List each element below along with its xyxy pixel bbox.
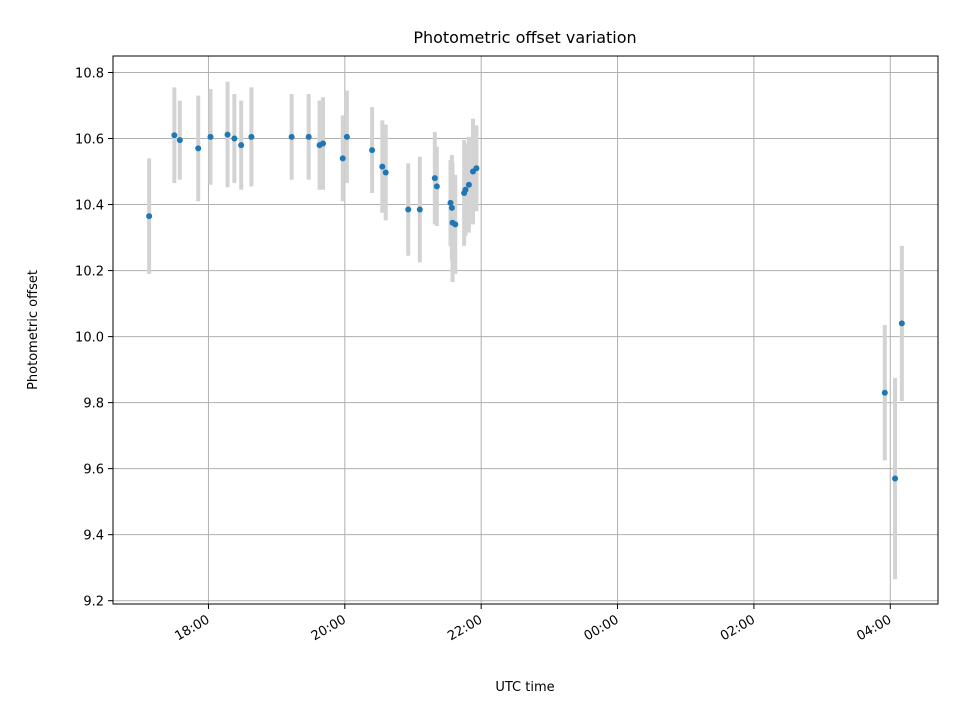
data-point xyxy=(448,204,455,211)
data-point xyxy=(881,389,888,396)
data-point xyxy=(405,206,412,213)
data-point xyxy=(288,133,295,140)
data-point xyxy=(339,155,346,162)
data-point xyxy=(473,165,480,172)
data-point xyxy=(171,132,178,139)
data-point xyxy=(248,133,255,140)
y-axis-label: Photometric offset xyxy=(26,270,41,390)
grid-lines xyxy=(113,56,938,604)
data-point xyxy=(416,206,423,213)
y-tick-label: 10.6 xyxy=(75,133,104,148)
data-point xyxy=(238,142,245,149)
data-point xyxy=(452,221,459,228)
data-point xyxy=(320,140,326,147)
data-point xyxy=(343,133,350,140)
data-point xyxy=(892,475,899,482)
y-tick-label: 10.4 xyxy=(75,199,104,214)
data-point xyxy=(382,169,389,176)
data-point xyxy=(379,163,386,170)
data-point xyxy=(146,213,153,220)
data-point xyxy=(195,145,202,152)
data-point xyxy=(433,183,440,190)
data-point xyxy=(465,181,472,188)
data-point xyxy=(224,131,231,138)
data-point xyxy=(898,320,905,327)
plot-frame xyxy=(112,55,939,605)
y-tick-label: 9.4 xyxy=(83,529,104,544)
y-tick-label: 10.8 xyxy=(75,67,104,82)
data-point xyxy=(431,175,438,182)
data-point xyxy=(305,133,312,140)
y-tick-label: 9.6 xyxy=(83,463,104,478)
y-tick-label: 10.2 xyxy=(75,265,104,280)
data-point xyxy=(231,135,238,142)
data-point xyxy=(462,186,469,193)
data-point xyxy=(447,199,454,206)
data-points xyxy=(146,131,905,482)
x-axis-label: UTC time xyxy=(495,680,554,695)
y-tick-label: 9.8 xyxy=(83,397,104,412)
chart-title: Photometric offset variation xyxy=(413,28,636,47)
y-tick-label: 9.2 xyxy=(83,595,104,610)
data-point xyxy=(176,137,183,144)
y-axis-ticks: 9.2 9.4 9.6 9.8 10.0 10.2 10.4 10.6 10.8 xyxy=(75,67,113,610)
y-tick-label: 10.0 xyxy=(75,331,104,346)
data-point xyxy=(207,133,214,140)
data-point xyxy=(369,147,376,154)
